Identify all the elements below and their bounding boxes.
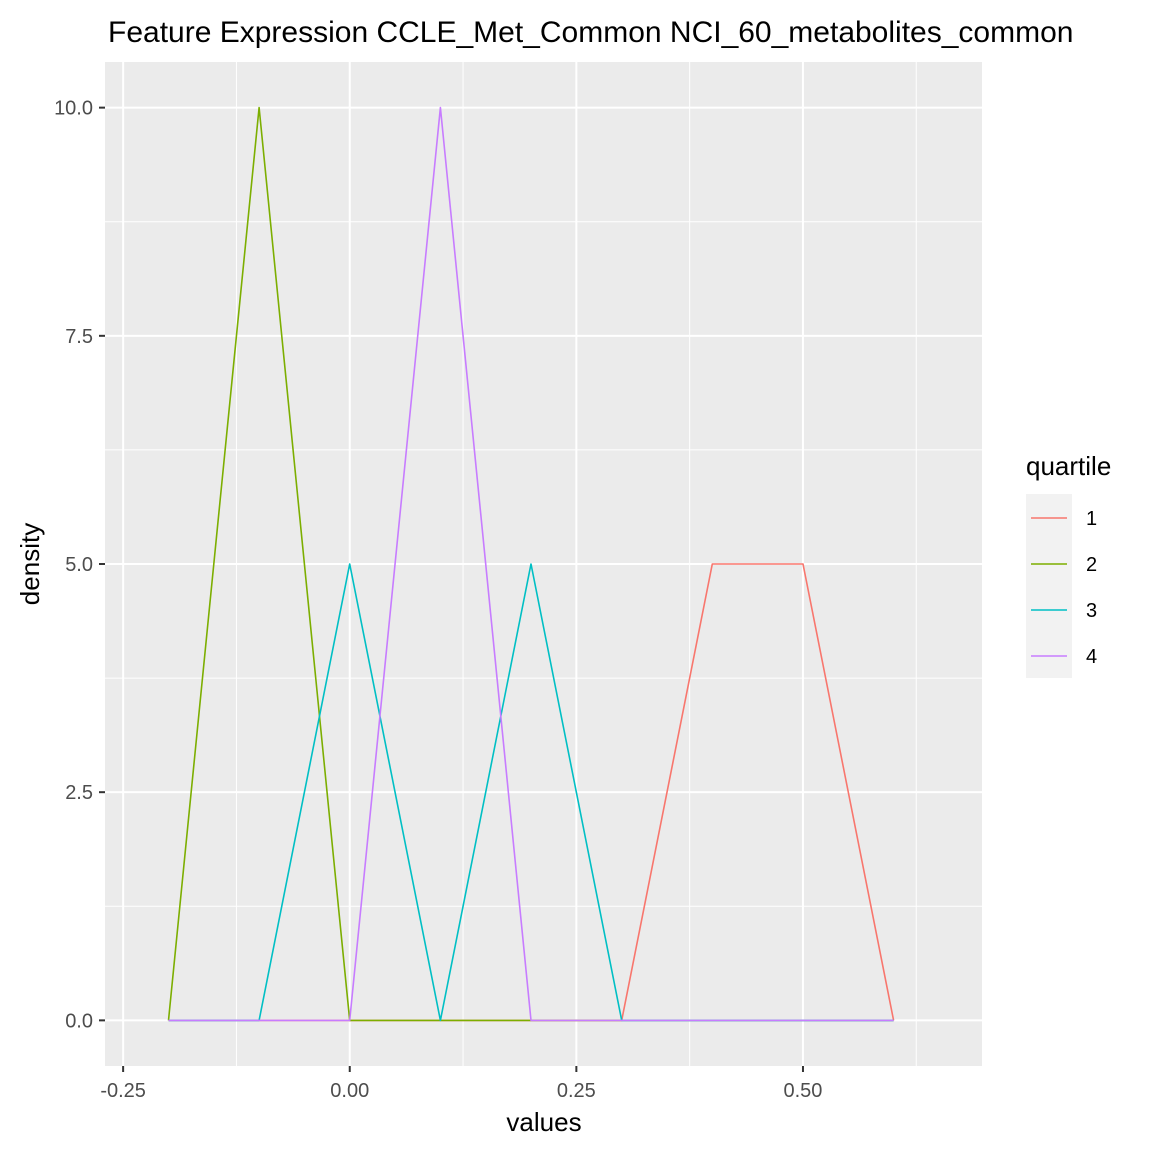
y-tick-label: 0.0 [65,1010,93,1032]
x-axis: -0.25 0.00 0.25 0.50 [100,1066,822,1102]
x-tick-label: 0.50 [784,1080,823,1102]
y-axis: 0.0 2.5 5.0 7.5 10.0 [54,98,105,1032]
legend: quartile 1 2 3 4 [1026,451,1111,678]
chart-title: Feature Expression CCLE_Met_Common NCI_6… [108,16,1073,49]
x-tick-label: 0.00 [330,1080,369,1102]
series-lines [167,106,895,1022]
series-line-4 [168,106,894,1022]
legend-key-background [1026,494,1072,678]
y-tick-label: 7.5 [65,326,93,348]
y-tick-label: 2.5 [65,782,93,804]
legend-items: 1 2 3 4 [1031,508,1097,668]
y-tick-label: 5.0 [65,554,93,576]
legend-label: 1 [1086,508,1097,530]
legend-label: 2 [1086,554,1097,576]
y-axis-title: density [15,523,45,605]
legend-title: quartile [1026,451,1111,481]
x-tick-label: -0.25 [100,1080,146,1102]
x-axis-title: values [506,1107,581,1137]
y-tick-label: 10.0 [54,98,93,120]
legend-label: 3 [1086,600,1097,622]
x-tick-label: 0.25 [557,1080,596,1102]
legend-label: 4 [1086,646,1097,668]
